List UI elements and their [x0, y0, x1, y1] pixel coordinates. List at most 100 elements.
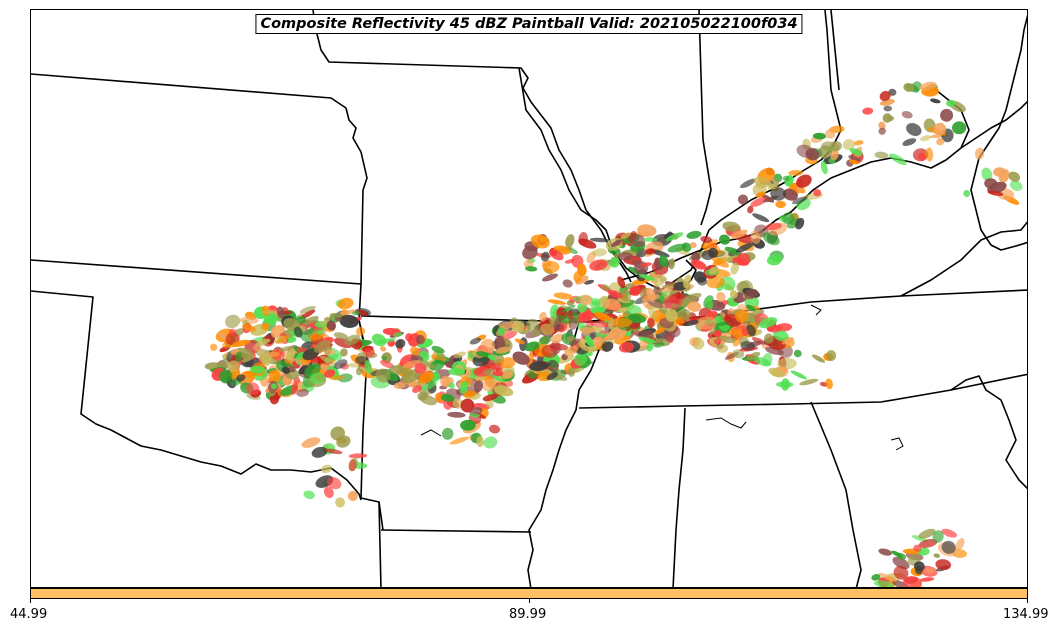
paintball-blob [1008, 171, 1021, 182]
paintball-blob [654, 342, 665, 348]
paintball-blob [393, 381, 406, 389]
paintball-blob [301, 437, 321, 448]
paintball-blob [824, 129, 836, 139]
paintball-blob [998, 169, 1010, 183]
paintball-blob [630, 234, 646, 248]
paintball-blob [529, 361, 549, 371]
paintball-blob [600, 284, 611, 292]
paintball-blob [318, 320, 331, 326]
paintball-blob [379, 346, 387, 352]
paintball-blob [348, 458, 357, 472]
paintball-blob [878, 572, 897, 582]
paintball-blob [436, 353, 446, 360]
paintball-blob [569, 338, 581, 346]
paintball-blob [236, 374, 246, 382]
paintball-blob [585, 335, 594, 347]
paintball-blob [337, 373, 353, 383]
paintball-blob [941, 528, 958, 538]
paintball-blob [346, 363, 361, 368]
paintball-blob [209, 343, 218, 352]
paintball-blob [751, 337, 766, 345]
paintball-blob [849, 148, 863, 156]
paintball-blob [940, 108, 954, 122]
paintball-blob [746, 304, 756, 312]
paintball-blob [925, 147, 934, 162]
paintball-blob [737, 194, 749, 205]
paintball-blob [596, 332, 608, 339]
paintball-blob [246, 382, 260, 396]
paintball-blob [363, 347, 375, 358]
paintball-blob [565, 234, 575, 248]
paintball-blob [311, 446, 328, 458]
paintball-blob [906, 123, 922, 136]
paintball-blob [744, 288, 759, 300]
paintball-blob [935, 559, 952, 571]
paintball-blob [241, 323, 256, 332]
paintball-blob [376, 337, 397, 344]
paintball-blob [334, 317, 343, 322]
paintball-blob [766, 254, 783, 266]
paintball-blob [730, 262, 739, 275]
paintball-blob [249, 365, 266, 374]
colorbar-tick-max [1027, 599, 1028, 603]
paintball-blob [421, 380, 438, 391]
paintball-blob [763, 333, 774, 344]
state-borders [31, 10, 1027, 587]
paintball-blob [933, 122, 947, 136]
paintball-blob [933, 553, 941, 558]
paintball-blob [550, 333, 565, 344]
paintball-blob [469, 337, 482, 345]
paintball-blob [473, 380, 484, 393]
paintball-blob [592, 248, 607, 257]
paintball-blob [579, 294, 593, 306]
paintball-blob [541, 344, 558, 358]
paintball-blob [825, 378, 833, 390]
paintball-blob [562, 279, 573, 288]
paintball-blob [805, 148, 820, 161]
paintball-blob [740, 341, 756, 351]
paintball-blob [441, 427, 454, 440]
paintball-blob [631, 277, 651, 286]
paintball-blob [617, 276, 626, 289]
paintball-blob [326, 320, 337, 331]
paintball-blob [578, 238, 597, 249]
paintball-blob [708, 266, 719, 275]
paintball-blob [619, 299, 635, 308]
paintball-blob [415, 334, 426, 345]
paintball-blob [716, 291, 726, 302]
paintball-blob [609, 256, 620, 268]
paintball-blob [682, 320, 699, 327]
paintball-blob [675, 292, 684, 300]
paintball-blob [309, 372, 326, 384]
paintball-blob [418, 371, 434, 384]
paintball-blob [417, 391, 429, 401]
paintball-blob [984, 178, 998, 189]
paintball-blob [323, 369, 336, 378]
paintball-blob [549, 304, 559, 319]
paintball-blob [724, 246, 742, 256]
paintball-blob [409, 346, 421, 356]
paintball-blob [820, 160, 828, 175]
paintball-blob [773, 329, 789, 342]
paintball-blob [654, 273, 666, 287]
paintball-blob [355, 327, 366, 336]
paintball-blob [792, 196, 808, 205]
paintball-blob [293, 326, 303, 338]
paintball-blob [746, 351, 761, 361]
paintball-blob [871, 573, 881, 581]
paintball-blob [740, 178, 756, 189]
paintball-blob [902, 138, 917, 146]
paintball-blob [483, 436, 498, 449]
paintball-blob [412, 385, 422, 393]
paintball-blob [640, 262, 652, 267]
paintball-blob [667, 243, 687, 253]
paintball-blob [914, 565, 923, 575]
paintball-blob [414, 362, 427, 375]
paintball-blob [364, 360, 373, 374]
paintball-blob [594, 312, 612, 322]
paintball-blob [348, 453, 368, 459]
paintball-blob [320, 464, 332, 474]
paintball-blob [330, 426, 345, 441]
paintball-blob [231, 339, 250, 348]
paintball-blob [770, 187, 786, 201]
